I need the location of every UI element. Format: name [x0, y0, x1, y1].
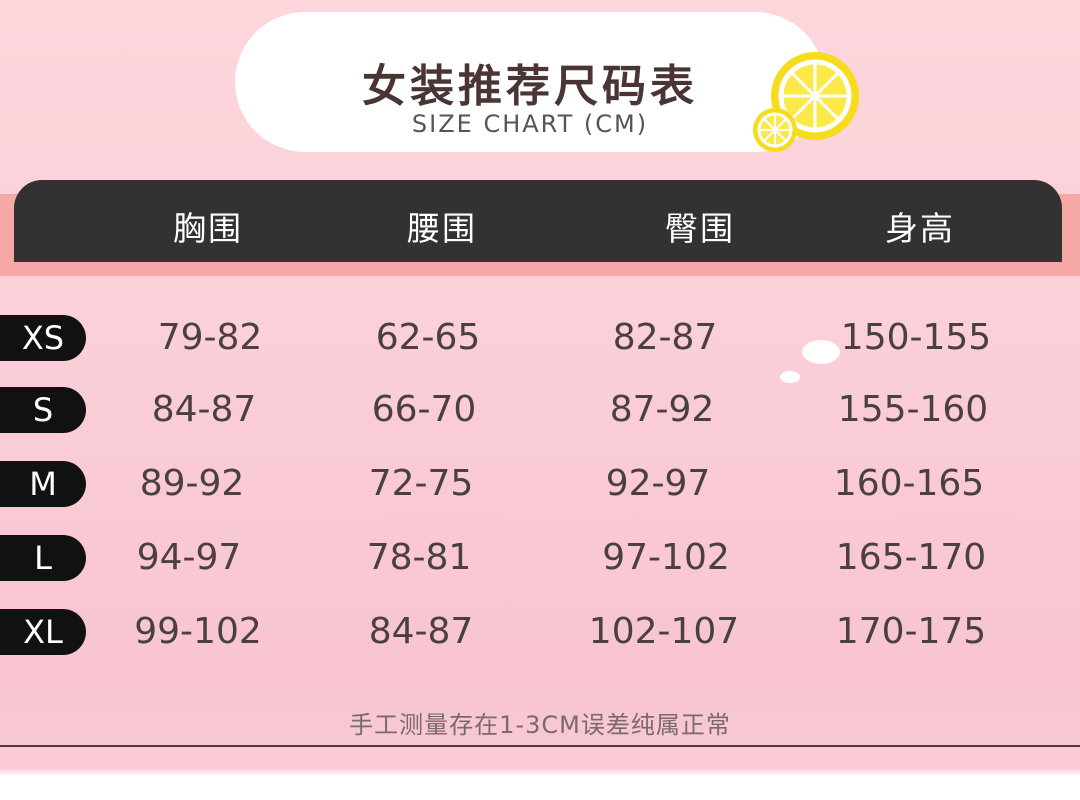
title-english: SIZE CHART (CM)	[411, 110, 649, 138]
table-header: 胸围 腰围 臀围 身高	[14, 180, 1062, 262]
title-banner: 女装推荐尺码表 SIZE CHART (CM)	[235, 12, 825, 152]
chest-value: 79-82	[157, 317, 263, 358]
height-value: 150-155	[840, 317, 992, 358]
table-row: M 89-92 72-75 92-97 160-165	[0, 461, 1080, 507]
hip-value: 87-92	[609, 389, 715, 430]
height-value: 165-170	[835, 537, 987, 578]
header-chest: 胸围	[173, 209, 243, 248]
chest-value: 84-87	[151, 389, 257, 430]
hip-value: 97-102	[602, 537, 730, 578]
table-row: XS 79-82 62-65 82-87 150-155	[0, 315, 1080, 361]
lemon-icon	[753, 52, 859, 152]
chest-value: 94-97	[136, 537, 242, 578]
table-row: XL 99-102 84-87 102-107 170-175	[0, 609, 1080, 655]
header-hip: 臀围	[665, 209, 735, 248]
title-chinese: 女装推荐尺码表	[362, 61, 698, 112]
divider	[0, 745, 1080, 747]
hip-value: 82-87	[612, 317, 718, 358]
header-height: 身高	[885, 209, 955, 248]
waist-value: 62-65	[375, 317, 481, 358]
table-row: S 84-87 66-70 87-92 155-160	[0, 387, 1080, 433]
hip-value: 102-107	[588, 611, 740, 652]
chest-value: 89-92	[139, 463, 245, 504]
waist-value: 84-87	[368, 611, 474, 652]
size-label: M	[0, 461, 86, 507]
waist-value: 66-70	[371, 389, 477, 430]
size-label: L	[0, 535, 86, 581]
height-value: 170-175	[835, 611, 987, 652]
size-label: S	[0, 387, 86, 433]
size-label: XS	[0, 315, 86, 361]
height-value: 155-160	[837, 389, 989, 430]
table-row: L 94-97 78-81 97-102 165-170	[0, 535, 1080, 581]
size-label: XL	[0, 609, 86, 655]
waist-value: 72-75	[368, 463, 474, 504]
height-value: 160-165	[833, 463, 985, 504]
header-waist: 腰围	[407, 209, 477, 248]
bubble-decoration	[780, 371, 800, 383]
waist-value: 78-81	[366, 537, 472, 578]
hip-value: 92-97	[605, 463, 711, 504]
bubble-decoration	[802, 340, 840, 364]
chest-value: 99-102	[134, 611, 262, 652]
measurement-note: 手工测量存在1-3CM误差纯属正常	[349, 711, 731, 739]
